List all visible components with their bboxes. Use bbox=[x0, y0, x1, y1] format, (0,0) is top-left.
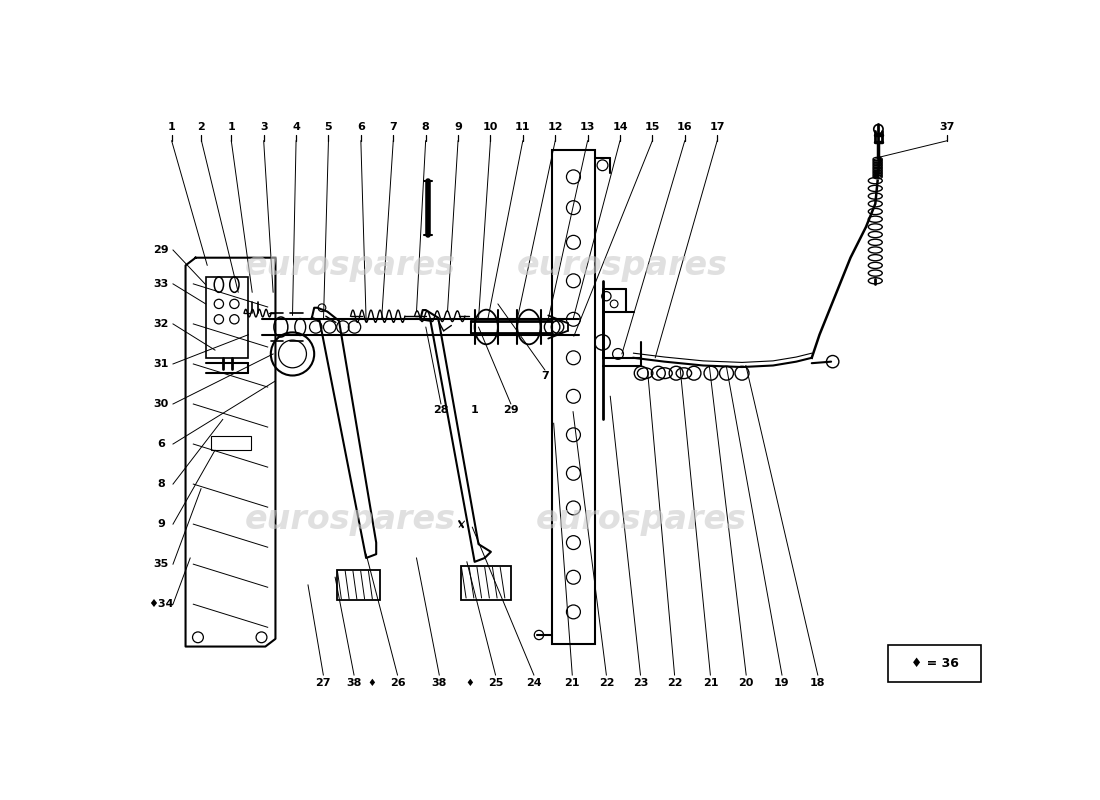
Text: 5: 5 bbox=[324, 122, 332, 132]
Text: 29: 29 bbox=[154, 245, 169, 255]
Text: ♦34: ♦34 bbox=[148, 599, 174, 610]
Text: 19: 19 bbox=[774, 678, 790, 688]
Bar bbox=[337, 570, 381, 600]
Text: 11: 11 bbox=[515, 122, 530, 132]
Text: 9: 9 bbox=[157, 519, 165, 529]
Text: eurospares: eurospares bbox=[516, 249, 727, 282]
Bar bbox=[206, 277, 249, 358]
Text: 8: 8 bbox=[421, 122, 429, 132]
Text: 2: 2 bbox=[198, 122, 206, 132]
Text: 1: 1 bbox=[471, 405, 478, 415]
Text: 6: 6 bbox=[356, 122, 365, 132]
Text: 27: 27 bbox=[316, 678, 331, 688]
Text: 1: 1 bbox=[167, 122, 176, 132]
Bar bbox=[462, 566, 512, 599]
Text: 31: 31 bbox=[154, 359, 169, 369]
Text: 32: 32 bbox=[154, 319, 169, 329]
Text: 21: 21 bbox=[564, 678, 580, 688]
Text: eurospares: eurospares bbox=[245, 249, 456, 282]
Text: ♦: ♦ bbox=[367, 678, 376, 688]
Text: 14: 14 bbox=[613, 122, 628, 132]
Text: 4: 4 bbox=[293, 122, 300, 132]
Text: ♦: ♦ bbox=[465, 678, 474, 688]
Text: 24: 24 bbox=[526, 678, 541, 688]
Text: 37: 37 bbox=[939, 122, 955, 132]
Text: 33: 33 bbox=[154, 279, 169, 289]
Text: 15: 15 bbox=[645, 122, 660, 132]
Text: 13: 13 bbox=[580, 122, 595, 132]
Text: 17: 17 bbox=[710, 122, 725, 132]
Text: 38: 38 bbox=[346, 678, 362, 688]
Text: 1: 1 bbox=[228, 122, 235, 132]
Text: 18: 18 bbox=[810, 678, 825, 688]
Text: 22: 22 bbox=[598, 678, 614, 688]
Bar bbox=[552, 150, 595, 644]
Text: 28: 28 bbox=[433, 405, 449, 415]
Text: 9: 9 bbox=[454, 122, 462, 132]
Text: 25: 25 bbox=[488, 678, 503, 688]
Text: 16: 16 bbox=[676, 122, 693, 132]
Text: 30: 30 bbox=[154, 399, 169, 409]
Text: 21: 21 bbox=[703, 678, 718, 688]
Text: eurospares: eurospares bbox=[536, 503, 747, 536]
Text: 20: 20 bbox=[738, 678, 754, 688]
Text: 26: 26 bbox=[389, 678, 405, 688]
Text: 35: 35 bbox=[154, 559, 169, 569]
Text: 8: 8 bbox=[157, 479, 165, 489]
Text: 10: 10 bbox=[483, 122, 498, 132]
Bar bbox=[888, 646, 981, 682]
Text: 29: 29 bbox=[503, 405, 519, 415]
Text: 12: 12 bbox=[548, 122, 563, 132]
Text: ♦ = 36: ♦ = 36 bbox=[911, 658, 958, 670]
Text: 7: 7 bbox=[541, 371, 549, 382]
Text: 23: 23 bbox=[632, 678, 648, 688]
Text: 22: 22 bbox=[667, 678, 682, 688]
Text: 3: 3 bbox=[260, 122, 267, 132]
Text: 6: 6 bbox=[157, 439, 165, 449]
Bar bbox=[211, 436, 252, 450]
Text: 7: 7 bbox=[389, 122, 397, 132]
Text: 38: 38 bbox=[431, 678, 447, 688]
Text: eurospares: eurospares bbox=[245, 503, 456, 536]
